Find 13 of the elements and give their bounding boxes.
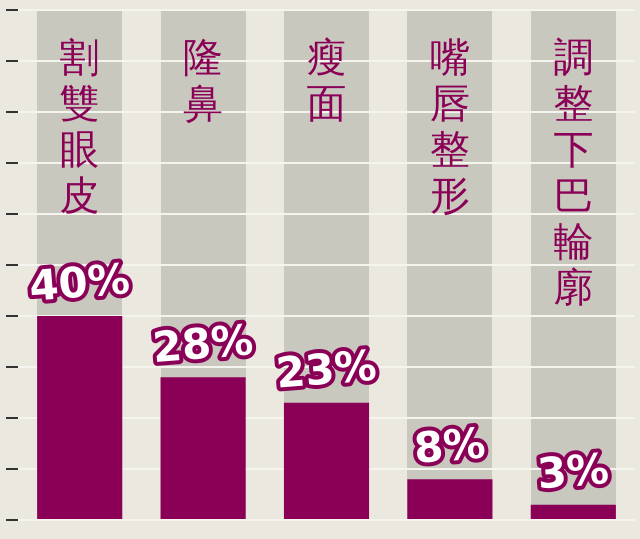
data-label: 3%	[536, 444, 610, 498]
data-label: 23%	[274, 340, 378, 398]
bar	[407, 479, 492, 519]
data-label: 8%	[412, 418, 488, 473]
data-label: 28%	[150, 315, 255, 372]
bar	[530, 504, 616, 519]
x-tick-label: 嘴唇整形	[428, 35, 471, 219]
x-tick-label: 隆鼻	[182, 35, 224, 127]
bar	[284, 402, 370, 519]
x-tick-label: 調整下巴輪廓	[552, 35, 594, 311]
data-label: 40%	[27, 254, 132, 311]
x-tick-label: 瘦面	[306, 35, 348, 127]
x-tick-label: 割雙眼皮	[58, 35, 101, 219]
